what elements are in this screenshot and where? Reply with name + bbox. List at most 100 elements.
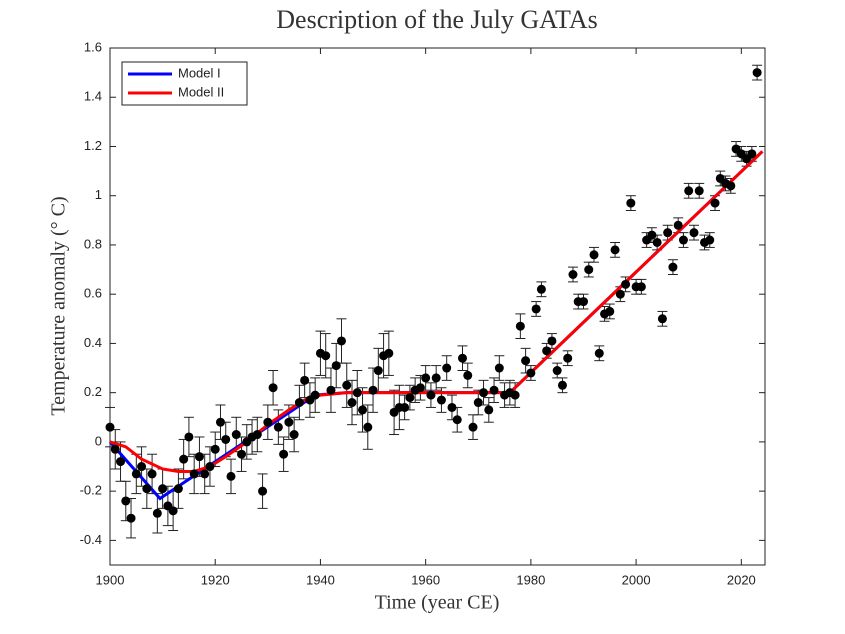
data-point bbox=[373, 366, 383, 376]
y-axis-label: Temperature anomaly (° C) bbox=[48, 196, 70, 415]
legend-label: Model II bbox=[178, 84, 224, 99]
data-point bbox=[347, 398, 357, 408]
data-point bbox=[258, 486, 268, 496]
data-point bbox=[252, 430, 262, 440]
plot-box bbox=[109, 47, 766, 566]
data-point bbox=[473, 398, 483, 408]
data-point bbox=[273, 422, 283, 432]
data-point bbox=[310, 390, 320, 400]
data-point bbox=[137, 462, 147, 472]
data-point bbox=[352, 388, 362, 398]
y-tick-label: 0 bbox=[95, 433, 102, 448]
data-point bbox=[263, 417, 273, 427]
data-point bbox=[694, 186, 704, 196]
data-point bbox=[237, 449, 247, 459]
data-point bbox=[173, 484, 183, 494]
data-point bbox=[105, 422, 115, 432]
data-point bbox=[647, 230, 657, 240]
data-point bbox=[194, 452, 204, 462]
data-point bbox=[484, 405, 494, 415]
data-point bbox=[468, 422, 478, 432]
data-point bbox=[605, 306, 615, 316]
data-point bbox=[557, 380, 567, 390]
data-point bbox=[142, 484, 152, 494]
data-point bbox=[436, 395, 446, 405]
data-point bbox=[152, 508, 162, 518]
data-point bbox=[321, 351, 331, 361]
x-tick-label: 2020 bbox=[727, 572, 756, 587]
data-point bbox=[479, 388, 489, 398]
data-point bbox=[384, 348, 394, 358]
data-point bbox=[121, 496, 131, 506]
data-point bbox=[200, 469, 210, 479]
data-point bbox=[594, 348, 604, 358]
data-point bbox=[168, 506, 178, 516]
data-point bbox=[652, 237, 662, 247]
y-tick-label: 1.2 bbox=[84, 138, 102, 153]
data-point bbox=[552, 366, 562, 376]
x-tick-label: 1980 bbox=[516, 572, 545, 587]
data-point bbox=[326, 385, 336, 395]
data-point bbox=[457, 353, 467, 363]
data-point bbox=[300, 375, 310, 385]
data-point bbox=[215, 417, 225, 427]
data-point bbox=[705, 235, 715, 245]
data-point bbox=[526, 368, 536, 378]
data-point bbox=[116, 457, 126, 467]
data-point bbox=[626, 198, 636, 208]
data-point bbox=[210, 444, 220, 454]
data-point bbox=[752, 68, 762, 78]
data-point bbox=[279, 449, 289, 459]
data-point bbox=[131, 469, 141, 479]
data-point bbox=[657, 314, 667, 324]
x-tick-label: 1960 bbox=[411, 572, 440, 587]
data-point bbox=[231, 430, 241, 440]
data-point bbox=[363, 422, 373, 432]
data-point bbox=[684, 186, 694, 196]
y-tick-label: 1.4 bbox=[84, 89, 102, 104]
x-tick-label: 1940 bbox=[306, 572, 335, 587]
data-point bbox=[400, 402, 410, 412]
data-point bbox=[584, 265, 594, 275]
x-tick-label: 1920 bbox=[201, 572, 230, 587]
data-point bbox=[179, 454, 189, 464]
data-point bbox=[568, 269, 578, 279]
x-axis-label: Time (year CE) bbox=[375, 592, 500, 614]
data-point bbox=[189, 469, 199, 479]
data-point bbox=[547, 336, 557, 346]
data-point bbox=[489, 385, 499, 395]
data-point bbox=[589, 250, 599, 260]
data-point bbox=[531, 304, 541, 314]
data-point bbox=[673, 220, 683, 230]
data-point bbox=[452, 415, 462, 425]
data-point bbox=[747, 149, 757, 159]
data-point bbox=[294, 398, 304, 408]
data-point bbox=[668, 262, 678, 272]
data-point bbox=[126, 513, 136, 523]
y-tick-label: 0.2 bbox=[84, 384, 102, 399]
y-tick-label: 1.6 bbox=[84, 39, 102, 54]
y-tick-label: -0.4 bbox=[80, 532, 102, 547]
data-point bbox=[405, 393, 415, 403]
data-point bbox=[331, 361, 341, 371]
data-point bbox=[184, 432, 194, 442]
data-point bbox=[510, 390, 520, 400]
data-point bbox=[421, 373, 431, 383]
data-point bbox=[431, 373, 441, 383]
data-point bbox=[636, 282, 646, 292]
data-point bbox=[284, 417, 294, 427]
data-point bbox=[563, 353, 573, 363]
data-point bbox=[463, 370, 473, 380]
data-point bbox=[542, 346, 552, 356]
y-tick-label: 0.6 bbox=[84, 286, 102, 301]
y-tick-label: 1 bbox=[95, 187, 102, 202]
data-point bbox=[726, 181, 736, 191]
data-point bbox=[358, 405, 368, 415]
data-point bbox=[158, 484, 168, 494]
data-point bbox=[515, 321, 525, 331]
data-point bbox=[147, 469, 157, 479]
legend-label: Model I bbox=[178, 65, 221, 80]
data-point bbox=[205, 462, 215, 472]
legend-box bbox=[121, 61, 248, 106]
